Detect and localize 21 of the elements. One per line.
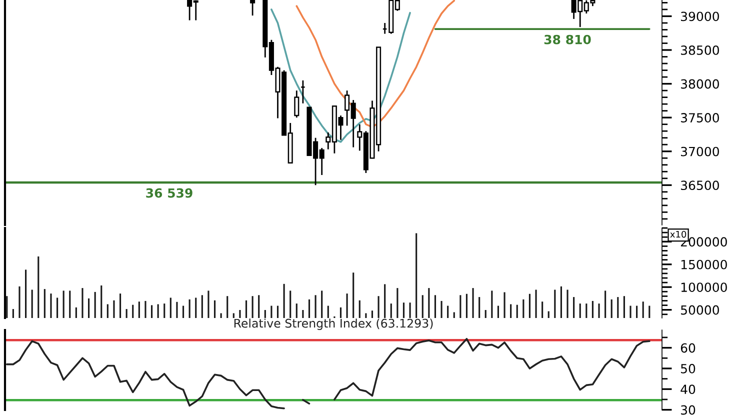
y-tick-label: 37000 (681, 146, 719, 156)
y-tick-label: 40 (680, 384, 696, 394)
candlestick (250, 0, 256, 16)
y-tick-label: 50000 (681, 305, 719, 315)
chart-title: Relative Strength Index (63.1293) (234, 318, 433, 330)
y-tick-label: 60 (680, 343, 696, 353)
candlestick (294, 90, 300, 118)
line-series (296, 0, 456, 128)
y-tick-label: 100000 (681, 282, 727, 292)
text: x10 (670, 230, 686, 238)
y-tick-label: 38000 (681, 79, 719, 89)
y-tick-label: 50 (681, 364, 696, 374)
annotation: 38 810 (544, 34, 591, 44)
y-tick-label: 38500 (681, 45, 719, 55)
y-tick-label: 36500 (681, 180, 719, 190)
ref-line-label: 36 539 (146, 188, 192, 198)
y-tick-label: 30 (681, 405, 696, 415)
line-series (270, 8, 411, 143)
y-tick-label: 37500 (681, 113, 719, 122)
y-tick-label: 150000 (681, 260, 727, 270)
y-tick-label: 39000 (681, 12, 719, 22)
